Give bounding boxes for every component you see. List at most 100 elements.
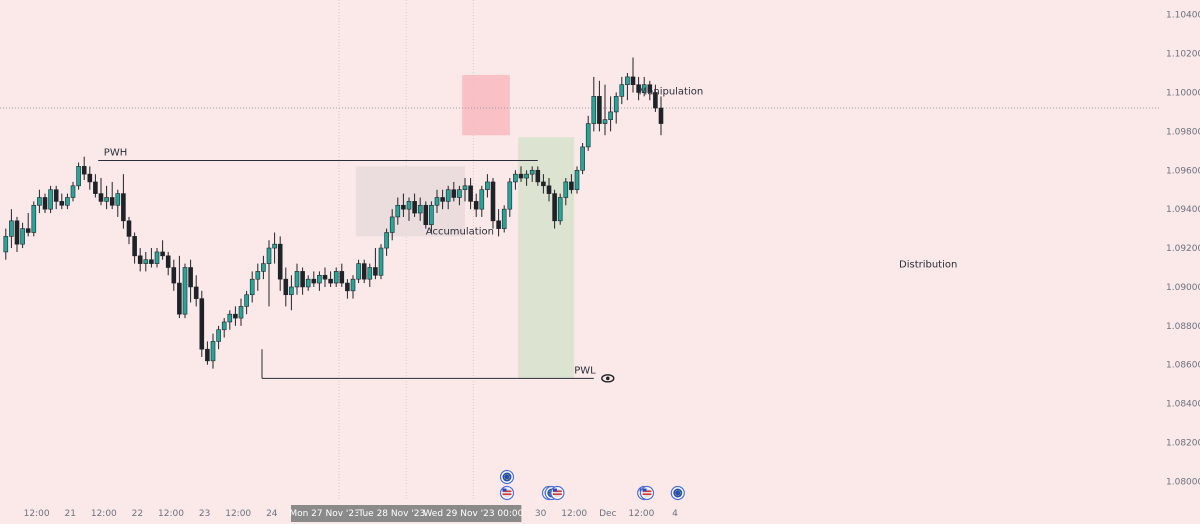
candle-body — [546, 185, 552, 194]
candle-body — [160, 251, 165, 257]
candle-body — [216, 329, 221, 342]
candle-body — [440, 197, 445, 202]
candle-body — [188, 267, 193, 288]
y-axis-tick-label: 1.10400 — [1166, 11, 1200, 21]
candle-body — [277, 243, 283, 280]
candle-body — [65, 197, 70, 206]
candle-body — [462, 185, 468, 191]
us-flag-icon — [550, 485, 565, 501]
candle-body — [625, 76, 630, 85]
candle-body — [613, 96, 619, 113]
candle-body — [165, 255, 171, 268]
candle-body — [412, 201, 417, 214]
candle-body — [429, 204, 434, 226]
candle-body — [602, 119, 608, 124]
candle-body — [373, 267, 378, 276]
date-badge-label: Wed 29 Nov '23 00:00 — [423, 509, 523, 519]
eye-icon-pupil — [606, 376, 610, 381]
x-axis-tick-label: 30 — [535, 509, 547, 519]
y-axis-tick-label: 1.10200 — [1166, 50, 1200, 60]
candle-body — [434, 197, 440, 206]
x-axis-tick-label: 24 — [266, 509, 278, 519]
candle-body — [367, 267, 373, 280]
candle-body — [608, 111, 613, 120]
x-axis-tick-label: 12:00 — [158, 509, 184, 519]
candle-body — [199, 298, 205, 350]
candle-body — [93, 181, 98, 194]
distribution-label: Distribution — [899, 260, 957, 271]
candle-body — [104, 197, 109, 202]
y-axis-tick-label: 1.09800 — [1166, 127, 1200, 137]
candle-body — [244, 294, 249, 307]
candle-body — [557, 197, 563, 222]
us-flag-icon — [639, 485, 655, 501]
candle-body — [658, 107, 664, 124]
candle-body — [98, 193, 104, 202]
candle-body — [361, 263, 367, 280]
candle-body — [345, 282, 350, 292]
pwh-label: PWH — [104, 148, 127, 159]
candle-body — [529, 169, 535, 175]
candle-body — [513, 173, 518, 183]
candle-body — [563, 181, 569, 198]
candle-body — [115, 193, 121, 206]
candle-body — [328, 278, 333, 284]
candle-body — [574, 169, 580, 191]
y-axis-tick-label: 1.08600 — [1166, 361, 1200, 371]
y-axis-tick-label: 1.09600 — [1166, 166, 1200, 176]
candle-body — [524, 173, 529, 179]
candle-body — [451, 189, 457, 198]
candle-body — [109, 197, 115, 206]
y-axis-tick-label: 1.08400 — [1166, 400, 1200, 410]
candle-body — [70, 185, 76, 198]
x-axis-tick-label: 12:00 — [561, 509, 587, 519]
candle-body — [378, 247, 384, 276]
y-axis-tick-label: 1.09200 — [1166, 244, 1200, 254]
candle-body — [255, 271, 261, 280]
candle-body — [233, 313, 238, 319]
candle-body — [14, 220, 20, 245]
candle-body — [182, 267, 188, 315]
x-axis-tick-label: Dec — [599, 509, 616, 519]
candle-body — [137, 255, 143, 264]
candle-body — [490, 181, 496, 222]
candle-body — [535, 169, 541, 183]
date-badge-label: Tue 28 Nov '23 00:00 — [357, 509, 454, 519]
x-axis-tick-label: 12:00 — [225, 509, 251, 519]
y-axis-tick-label: 1.08800 — [1166, 322, 1200, 332]
candle-body — [31, 204, 37, 233]
candle-body — [445, 189, 451, 202]
candle-body — [636, 84, 641, 93]
candle-body — [585, 123, 591, 148]
eu-flag-icon — [499, 469, 515, 485]
candle-body — [143, 259, 149, 264]
candle-body — [177, 282, 182, 315]
y-axis-tick-label: 1.10000 — [1166, 88, 1200, 98]
candle-body — [468, 185, 473, 202]
candle-body — [171, 267, 177, 284]
candle-body — [294, 271, 300, 288]
accumulation-label: Accumulation — [426, 226, 494, 237]
eye-icon — [601, 374, 615, 383]
candle-body — [305, 278, 311, 288]
candle-body — [154, 251, 160, 264]
candle-body — [423, 204, 429, 226]
candle-body — [384, 232, 389, 249]
candle-body — [81, 166, 87, 175]
us-flag-icon — [499, 485, 515, 501]
candle-body — [121, 193, 126, 222]
candle-body — [473, 201, 479, 210]
candle-body — [630, 76, 636, 85]
candle-body — [132, 236, 137, 257]
candle-body — [48, 189, 53, 210]
candle-body — [261, 263, 266, 272]
candle-body — [227, 313, 233, 323]
candle-body — [3, 236, 9, 253]
candle-body — [9, 220, 14, 237]
x-axis-tick-label: 21 — [64, 509, 75, 519]
candle-body — [507, 181, 513, 210]
candle-body — [619, 84, 625, 97]
x-axis-tick-label: 22 — [132, 509, 143, 519]
